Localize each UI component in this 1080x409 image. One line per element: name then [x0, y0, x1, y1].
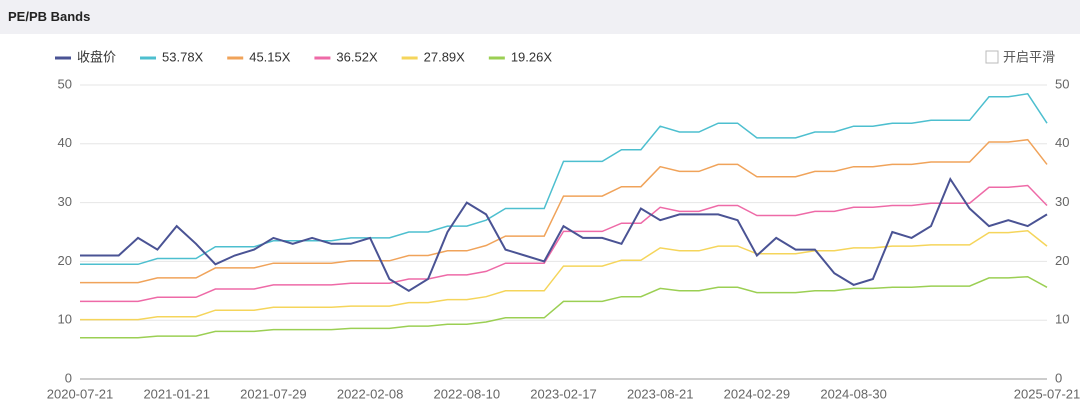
legend-label: 53.78X: [162, 49, 204, 64]
x-tick-label: 2023-02-17: [530, 386, 597, 401]
x-tick-label: 2021-07-29: [240, 386, 307, 401]
series-line: [80, 275, 1048, 339]
x-tick-label: 2021-01-21: [143, 386, 210, 401]
y-tick-label: 0: [65, 370, 72, 385]
legend-label: 收盘价: [77, 49, 116, 64]
legend-label: 27.89X: [424, 49, 466, 64]
y2-tick-label: 20: [1055, 253, 1069, 268]
series-line: [80, 138, 1048, 284]
x-tick-label: 2023-08-21: [627, 386, 694, 401]
y-tick-label: 40: [58, 135, 72, 150]
smooth-label[interactable]: 开启平滑: [1003, 49, 1055, 64]
legend-label: 36.52X: [336, 49, 378, 64]
legend-label: 19.26X: [511, 49, 553, 64]
smooth-checkbox[interactable]: [985, 50, 999, 64]
x-tick-label: 2024-08-30: [820, 386, 887, 401]
x-tick-label: 2024-02-29: [724, 386, 791, 401]
header-title: PE/PB Bands: [0, 0, 1080, 34]
series-line: [80, 92, 1048, 266]
x-tick-label: 2022-08-10: [434, 386, 501, 401]
y2-tick-label: 0: [1055, 370, 1062, 385]
series-line: [80, 176, 1048, 292]
legend-label: 45.15X: [249, 49, 291, 64]
y2-tick-label: 30: [1055, 194, 1069, 209]
series-line: [80, 184, 1048, 303]
series-line: [80, 230, 1048, 321]
y-tick-label: 10: [58, 312, 72, 327]
y2-tick-label: 40: [1055, 135, 1069, 150]
y-tick-label: 20: [58, 253, 72, 268]
y-tick-label: 30: [58, 194, 72, 209]
x-tick-label: 2025-07-21: [1014, 386, 1080, 401]
x-tick-label: 2020-07-21: [47, 386, 114, 401]
y2-tick-label: 10: [1055, 312, 1069, 327]
y2-tick-label: 50: [1055, 76, 1069, 91]
y-tick-label: 50: [58, 76, 72, 91]
x-tick-label: 2022-02-08: [337, 386, 404, 401]
